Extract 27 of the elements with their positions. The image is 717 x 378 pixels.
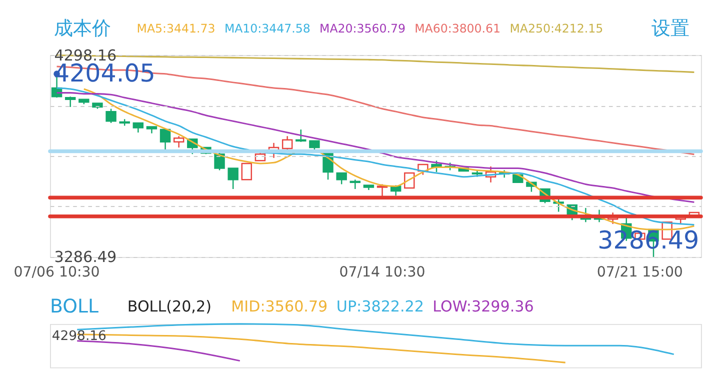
- candlestick: [336, 172, 347, 185]
- candlestick: [282, 136, 293, 150]
- chart-title: BOLL: [50, 296, 99, 318]
- text: 设置: [652, 17, 690, 40]
- text: 成本价: [54, 17, 111, 40]
- x-tick-label: 07/14 10:30: [339, 264, 426, 280]
- candlestick: [64, 96, 76, 108]
- candlestick: [241, 162, 252, 180]
- candlestick: [173, 136, 184, 148]
- x-tick-label: 07/06 10:30: [14, 264, 100, 280]
- candlestick: [106, 108, 116, 124]
- text: MA5:3441.73: [136, 21, 216, 36]
- candlestick: [228, 168, 238, 190]
- candlestick: [376, 184, 388, 198]
- text: MA20:3560.79: [320, 21, 406, 36]
- candlestick: [160, 128, 171, 150]
- candlestick: [132, 122, 144, 134]
- candlestick: [296, 128, 306, 143]
- series-label: MID:3560.79: [231, 298, 328, 316]
- text: LOW:3299.36: [432, 298, 534, 316]
- chart-subtitle: BOLL(20,2): [127, 298, 212, 316]
- text: MA250:4212.15: [510, 21, 604, 36]
- text: MA60:3800.61: [414, 21, 501, 36]
- candlestick: [350, 179, 360, 190]
- text: MA10:3447.58: [224, 21, 310, 36]
- x-tick-label: 07/21 15:00: [596, 264, 683, 280]
- series-label: UP:3822.22: [336, 298, 424, 316]
